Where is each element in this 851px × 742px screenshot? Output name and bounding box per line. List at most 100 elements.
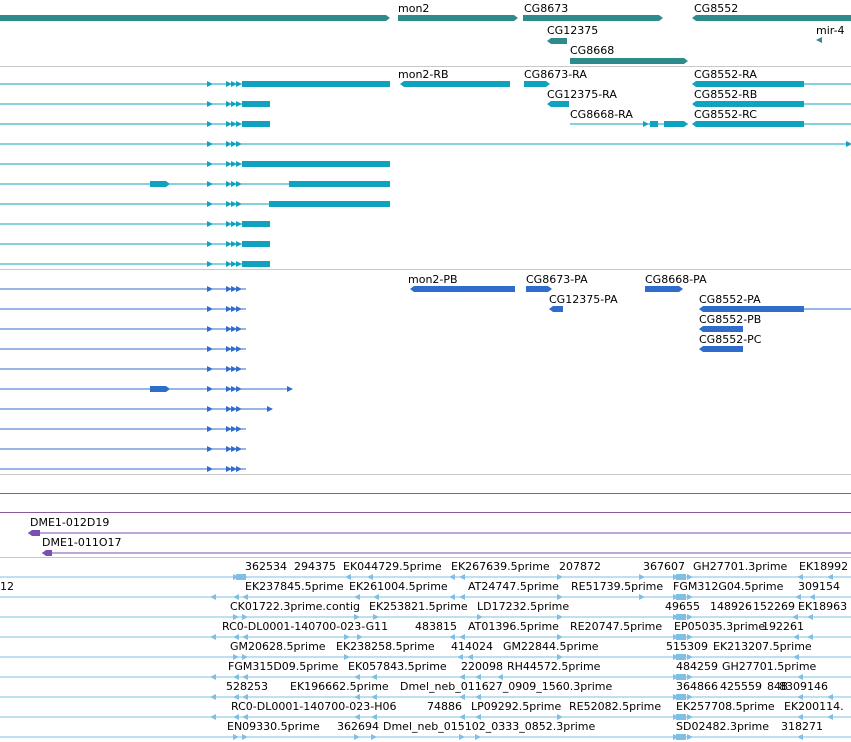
transcript-label: CG8673-PA: [526, 273, 588, 286]
strand-arrow: [207, 346, 213, 352]
transcript-label: CG8552-RB: [694, 88, 757, 101]
est-label: 49655: [665, 600, 700, 613]
strand-arrow: [226, 181, 232, 187]
strand-arrow: [226, 406, 232, 412]
est-arrow: [475, 714, 481, 720]
transcript-label: CG8552-RA: [694, 68, 757, 81]
strand-arrow: [236, 181, 242, 187]
est-label: 74886: [427, 700, 462, 713]
est-label: EK237845.5prime: [245, 580, 344, 593]
strand-arrow: [231, 286, 237, 292]
strand-arrow: [701, 306, 707, 312]
est-arrow: [477, 614, 483, 620]
est-label: RE20747.5prime: [570, 620, 662, 633]
strand-arrow: [207, 181, 213, 187]
est-arrow: [233, 714, 239, 720]
feature-block: [242, 101, 270, 107]
strand-arrow: [207, 306, 213, 312]
transcript-label: CG8552-PA: [699, 293, 761, 306]
strand-arrow: [207, 221, 213, 227]
est-label: 8309146: [779, 680, 828, 693]
strand-arrow: [231, 366, 237, 372]
est-label: 484259: [676, 660, 718, 673]
est-arrow: [233, 594, 239, 600]
strand-arrow: [207, 446, 213, 452]
strand-arrow: [236, 306, 242, 312]
strand-arrow: [472, 286, 478, 292]
est-label: 362534: [245, 560, 287, 573]
est-arrow: [242, 714, 248, 720]
est-arrow: [357, 634, 363, 640]
est-arrow: [809, 594, 815, 600]
est-arrow: [233, 614, 239, 620]
est-arrow: [210, 714, 216, 720]
transcript-label: CG8673-RA: [524, 68, 587, 81]
strand-arrow: [231, 201, 237, 207]
est-arrow: [242, 674, 248, 680]
est-label: EK253821.5prime: [369, 600, 468, 613]
est-label: RH44572.5prime: [507, 660, 601, 673]
strand-arrow: [231, 241, 237, 247]
feature-block: [692, 101, 804, 107]
gene-bar: [547, 38, 567, 44]
strand-arrow: [226, 466, 232, 472]
est-arrow: [827, 574, 833, 580]
strand-arrow: [231, 406, 237, 412]
feature-block: [526, 286, 552, 292]
gene-label: CG8673: [524, 2, 568, 15]
est-arrow: [793, 654, 799, 660]
est-arrow: [233, 694, 239, 700]
est-arrow: [459, 734, 465, 740]
strand-arrow: [236, 121, 242, 127]
est-arrow: [557, 574, 563, 580]
est-label: SD02482.3prime: [676, 720, 769, 733]
strand-arrow: [231, 161, 237, 167]
strand-arrow: [713, 81, 719, 87]
strand-arrow: [207, 241, 213, 247]
est-block: [676, 614, 686, 620]
strand-arrow: [701, 326, 707, 332]
est-label: GH27701.3prime: [693, 560, 788, 573]
feature-block: [664, 121, 688, 127]
est-label: 12: [0, 580, 14, 593]
feature-block: [269, 201, 390, 207]
strand-arrow: [647, 286, 653, 292]
est-arrow: [371, 674, 377, 680]
strand-arrow: [722, 81, 728, 87]
strand-arrow: [207, 101, 213, 107]
strand-arrow: [448, 286, 454, 292]
feature-block: [150, 386, 170, 392]
est-arrow: [687, 594, 693, 600]
est-arrow: [459, 634, 465, 640]
feature-block: [242, 161, 390, 167]
strand-arrow: [231, 261, 237, 267]
feature-block: [645, 286, 683, 292]
est-arrow: [557, 634, 563, 640]
est-arrow: [233, 654, 239, 660]
strand-arrow: [231, 346, 237, 352]
strand-arrow: [226, 426, 232, 432]
est-arrow: [210, 634, 216, 640]
est-arrow: [557, 714, 563, 720]
est-arrow: [210, 694, 216, 700]
strand-arrow: [424, 286, 430, 292]
feature-block: [289, 181, 390, 187]
strand-arrow: [704, 81, 710, 87]
feature-block: [242, 261, 270, 267]
est-block: [676, 714, 686, 720]
est-label: GM20628.5prime: [230, 640, 326, 653]
strand-arrow: [231, 181, 237, 187]
strand-arrow: [231, 446, 237, 452]
strand-arrow: [207, 386, 213, 392]
est-label: 528253: [226, 680, 268, 693]
strand-arrow: [643, 121, 649, 127]
transcript-label: CG8552-RC: [694, 108, 757, 121]
strand-arrow: [287, 386, 293, 392]
strand-arrow: [226, 446, 232, 452]
strand-arrow: [493, 81, 499, 87]
strand-arrow: [236, 241, 242, 247]
est-arrow: [475, 674, 481, 680]
strand-arrow: [719, 326, 725, 332]
est-arrow: [459, 674, 465, 680]
